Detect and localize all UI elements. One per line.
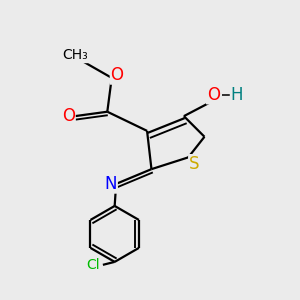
Text: O: O	[207, 85, 220, 103]
Text: CH₃: CH₃	[63, 49, 88, 62]
Text: S: S	[189, 155, 200, 173]
Text: Cl: Cl	[86, 258, 100, 272]
Text: O: O	[110, 66, 124, 84]
Text: N: N	[105, 175, 117, 193]
Text: O: O	[62, 107, 75, 125]
Text: H: H	[231, 85, 243, 103]
